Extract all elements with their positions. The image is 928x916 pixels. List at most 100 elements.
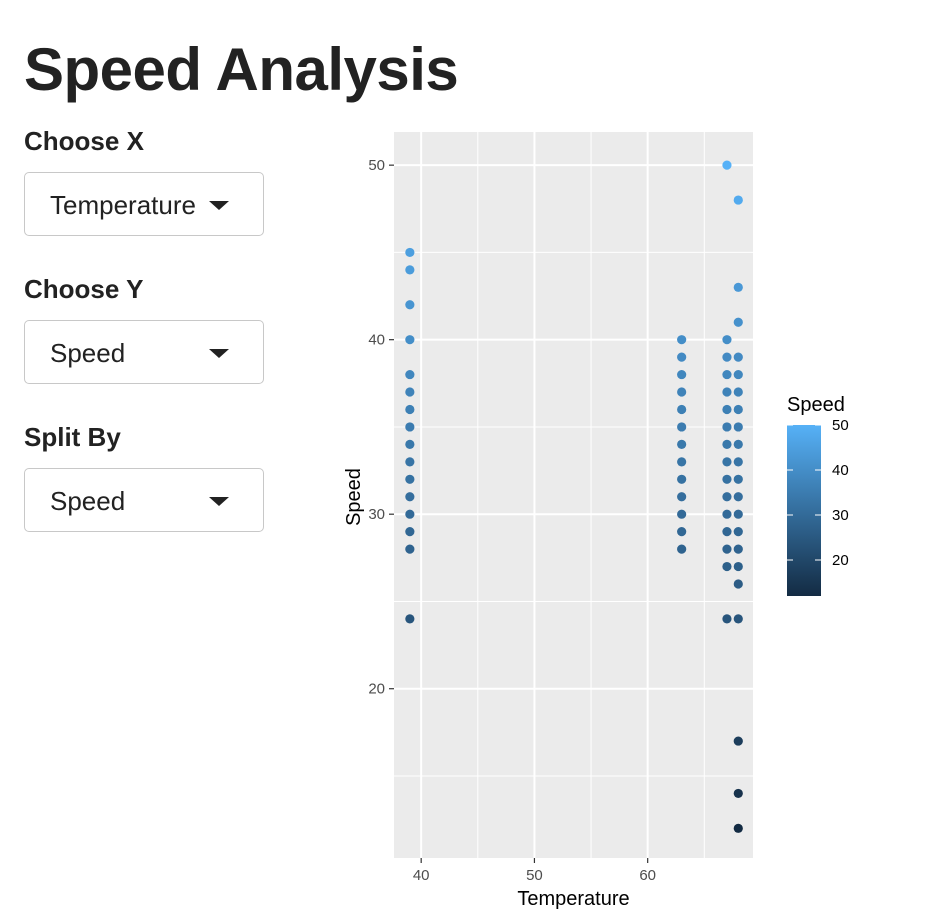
data-point <box>733 317 743 327</box>
color-legend: Speed 20 30 40 50 <box>787 394 849 596</box>
legend-tick-label: 30 <box>832 507 849 524</box>
axes: 40 50 60 20 30 40 50 <box>368 157 656 884</box>
data-point <box>677 509 687 519</box>
data-point <box>405 369 415 380</box>
data-point <box>733 457 743 467</box>
data-point <box>405 614 415 624</box>
x-axis-title: Temperature <box>517 888 629 910</box>
data-point <box>405 474 415 484</box>
data-point <box>722 387 732 397</box>
split-by-label: Split By <box>24 422 121 452</box>
data-point <box>677 422 687 432</box>
data-point <box>677 439 687 449</box>
data-point <box>733 492 743 502</box>
data-point <box>733 439 743 449</box>
data-point <box>405 457 415 467</box>
data-point <box>722 527 732 537</box>
data-point <box>677 457 687 467</box>
data-point <box>722 160 732 170</box>
data-point <box>733 561 743 572</box>
data-point <box>677 352 687 362</box>
data-point <box>733 788 743 799</box>
data-point <box>733 614 743 624</box>
data-point <box>722 492 732 502</box>
data-points <box>405 160 743 833</box>
data-point <box>722 561 732 572</box>
data-point <box>722 439 732 449</box>
chevron-down-icon <box>209 349 229 358</box>
data-point <box>405 439 415 449</box>
data-point <box>677 527 687 537</box>
data-point <box>722 457 732 467</box>
data-point <box>722 352 732 362</box>
data-point <box>405 265 415 275</box>
data-point <box>405 527 415 537</box>
choose-x-select[interactable]: Temperature <box>24 172 264 236</box>
y-tick-label: 20 <box>368 681 385 698</box>
plot-panel <box>394 132 753 858</box>
data-point <box>722 544 732 554</box>
x-tick-label: 60 <box>639 867 656 884</box>
choose-y-label: Choose Y <box>24 274 144 304</box>
data-point <box>722 335 732 345</box>
x-tick-label: 40 <box>413 867 430 884</box>
chevron-down-icon <box>209 201 229 210</box>
choose-x-label: Choose X <box>24 126 144 156</box>
data-point <box>405 404 415 415</box>
data-point <box>677 492 687 502</box>
data-point <box>733 527 743 537</box>
data-point <box>722 509 732 519</box>
y-tick-label: 50 <box>368 157 385 174</box>
data-point <box>733 544 743 554</box>
data-point <box>733 404 743 415</box>
split-by-value: Speed <box>50 486 126 516</box>
data-point <box>722 614 732 624</box>
data-point <box>733 509 743 519</box>
data-point <box>733 369 743 380</box>
y-tick-label: 30 <box>368 506 385 523</box>
data-point <box>405 300 415 310</box>
split-by-select[interactable]: Speed <box>24 468 264 532</box>
data-point <box>733 195 743 205</box>
y-axis-title: Speed <box>343 468 365 526</box>
grid-lines <box>394 132 753 858</box>
legend-tick-label: 50 <box>832 417 849 434</box>
data-point <box>677 335 687 345</box>
page-title: Speed Analysis <box>24 36 459 103</box>
data-point <box>677 387 687 397</box>
data-point <box>405 422 415 432</box>
data-point <box>733 579 743 589</box>
data-point <box>733 282 743 292</box>
data-point <box>733 387 743 397</box>
data-point <box>733 474 743 484</box>
data-point <box>405 335 415 345</box>
data-point <box>733 352 743 362</box>
data-point <box>405 509 415 519</box>
data-point <box>677 544 687 554</box>
choose-y-value: Speed <box>50 338 126 368</box>
data-point <box>733 422 743 432</box>
data-point <box>405 247 415 258</box>
data-point <box>405 544 415 554</box>
chevron-down-icon <box>209 497 229 506</box>
choose-y-select[interactable]: Speed <box>24 320 264 384</box>
data-point <box>722 369 732 380</box>
choose-x-value: Temperature <box>50 190 196 220</box>
y-tick-label: 40 <box>368 332 385 349</box>
data-point <box>722 474 732 484</box>
data-point <box>722 404 732 415</box>
data-point <box>677 404 687 415</box>
legend-tick-label: 20 <box>832 552 849 569</box>
legend-colorbar <box>787 425 821 596</box>
data-point <box>677 474 687 484</box>
data-point <box>677 369 687 380</box>
legend-tick-label: 40 <box>832 462 849 479</box>
legend-title: Speed <box>787 394 845 416</box>
data-point <box>722 422 732 432</box>
data-point <box>405 492 415 502</box>
data-point <box>405 387 415 397</box>
data-point <box>733 736 743 746</box>
data-point <box>733 823 743 833</box>
x-tick-label: 50 <box>526 867 543 884</box>
